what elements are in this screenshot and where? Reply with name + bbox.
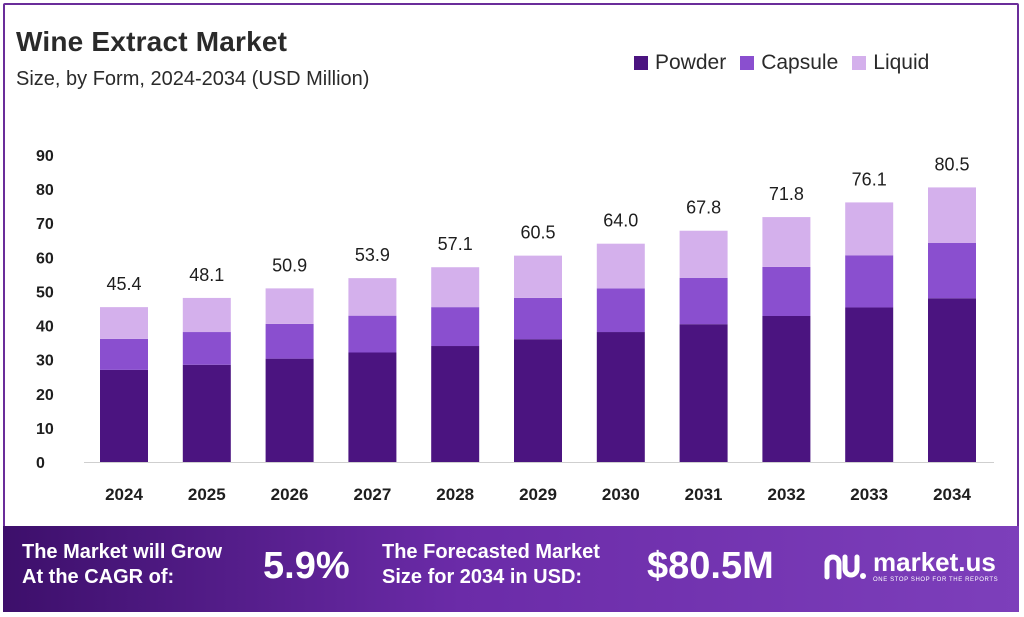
bar-liquid-2027: [348, 278, 397, 316]
bar-powder-2025: [182, 364, 231, 462]
bar-powder-2031: [679, 324, 728, 462]
bar-total-label: 57.1: [438, 234, 473, 254]
brand-logo: market.us ONE STOP SHOP FOR THE REPORTS: [823, 549, 998, 583]
bar-liquid-2026: [265, 288, 314, 324]
bar-liquid-2034: [928, 187, 976, 244]
x-tick-label: 2030: [602, 485, 640, 504]
bar-total-label: 48.1: [189, 265, 224, 285]
bar-powder-2024: [100, 369, 148, 462]
bar-liquid-2024: [100, 307, 148, 339]
x-tick-label: 2027: [353, 485, 391, 504]
x-tick-label: 2026: [271, 485, 309, 504]
bar-total-label: 60.5: [520, 223, 555, 243]
bar-total-label: 80.5: [934, 154, 969, 174]
y-tick-label: 0: [36, 455, 45, 472]
chart-legend: Powder Capsule Liquid: [634, 51, 943, 75]
bar-capsule-2032: [762, 266, 811, 317]
bar-liquid-2033: [845, 202, 894, 256]
bar-total-label: 45.4: [106, 274, 141, 294]
brand-text: market.us ONE STOP SHOP FOR THE REPORTS: [873, 549, 998, 583]
x-tick-label: 2024: [105, 485, 143, 504]
x-tick-label: 2025: [188, 485, 226, 504]
bar-liquid-2025: [182, 297, 231, 333]
brand-tagline: ONE STOP SHOP FOR THE REPORTS: [873, 577, 999, 583]
bar-capsule-2029: [514, 297, 562, 340]
bar-liquid-2032: [762, 217, 811, 267]
bar-capsule-2030: [596, 288, 645, 333]
forecast-value: $80.5M: [647, 545, 774, 587]
bar-powder-2026: [265, 358, 314, 462]
bar-total-label: 64.0: [603, 211, 638, 231]
legend-swatch-liquid: [852, 56, 867, 70]
forecast-label-line1: The Forecasted Market: [382, 541, 600, 563]
x-tick-label: 2028: [436, 485, 474, 504]
chart-title: Wine Extract Market: [16, 26, 288, 57]
legend-label-capsule: Capsule: [761, 51, 839, 74]
x-tick-label: 2033: [850, 485, 888, 504]
legend-label-liquid: Liquid: [873, 51, 930, 74]
bar-liquid-2030: [596, 243, 645, 289]
bar-powder-2034: [928, 298, 976, 462]
bar-powder-2030: [596, 332, 645, 462]
bar-total-label: 71.8: [769, 184, 804, 204]
bar-liquid-2031: [679, 230, 728, 278]
legend-label-powder: Powder: [655, 51, 727, 74]
cagr-label-line1: The Market will Grow: [22, 541, 223, 563]
cagr-label-line2: At the CAGR of:: [22, 566, 175, 588]
bar-liquid-2029: [514, 255, 562, 298]
legend-item-capsule: Capsule: [740, 51, 838, 75]
x-tick-label: 2032: [767, 485, 805, 504]
y-tick-label: 80: [36, 182, 54, 199]
market-us-logo-icon: [824, 554, 866, 580]
legend-swatch-capsule: [740, 56, 755, 70]
legend-item-liquid: Liquid: [852, 51, 929, 75]
x-tick-label: 2029: [519, 485, 557, 504]
forecast-label-line2: Size for 2034 in USD:: [382, 566, 583, 588]
bar-powder-2032: [762, 316, 811, 462]
legend-swatch-powder: [634, 56, 648, 70]
bar-capsule-2027: [348, 315, 397, 353]
y-tick-label: 50: [36, 284, 54, 301]
bar-capsule-2025: [182, 332, 231, 365]
y-tick-label: 20: [36, 387, 54, 404]
bar-capsule-2033: [845, 255, 894, 308]
cagr-label: The Market will Grow At the CAGR of:: [22, 540, 222, 590]
bar-powder-2027: [348, 352, 397, 462]
bar-total-label: 67.8: [686, 198, 721, 218]
bar-capsule-2034: [928, 243, 976, 299]
bar-liquid-2028: [431, 267, 480, 308]
brand-name: market.us: [873, 547, 996, 577]
bar-capsule-2031: [679, 277, 728, 325]
bar-total-label: 50.9: [272, 255, 307, 275]
footer-banner: The Market will Grow At the CAGR of: 5.9…: [3, 526, 1019, 612]
bar-total-label: 53.9: [355, 245, 390, 265]
legend-item-powder: Powder: [634, 51, 726, 75]
bar-total-label: 76.1: [852, 169, 887, 189]
y-tick-label: 40: [36, 319, 54, 336]
bar-chart: 010203040506070809045.4202448.1202550.92…: [36, 148, 994, 504]
bar-capsule-2028: [431, 307, 480, 347]
y-tick-label: 30: [36, 353, 54, 370]
bar-capsule-2024: [100, 338, 148, 370]
bar-powder-2033: [845, 307, 894, 462]
bar-capsule-2026: [265, 323, 314, 359]
y-tick-label: 90: [36, 148, 54, 165]
chart-subtitle: Size, by Form, 2024-2034 (USD Million): [16, 68, 370, 90]
x-tick-label: 2034: [933, 485, 971, 504]
bar-powder-2028: [431, 346, 480, 462]
bar-powder-2029: [514, 339, 562, 462]
forecast-label: The Forecasted Market Size for 2034 in U…: [382, 540, 600, 590]
y-tick-label: 70: [36, 216, 54, 233]
y-tick-label: 60: [36, 250, 54, 267]
cagr-value: 5.9%: [263, 545, 350, 587]
x-tick-label: 2031: [685, 485, 723, 504]
y-tick-label: 10: [36, 421, 54, 438]
